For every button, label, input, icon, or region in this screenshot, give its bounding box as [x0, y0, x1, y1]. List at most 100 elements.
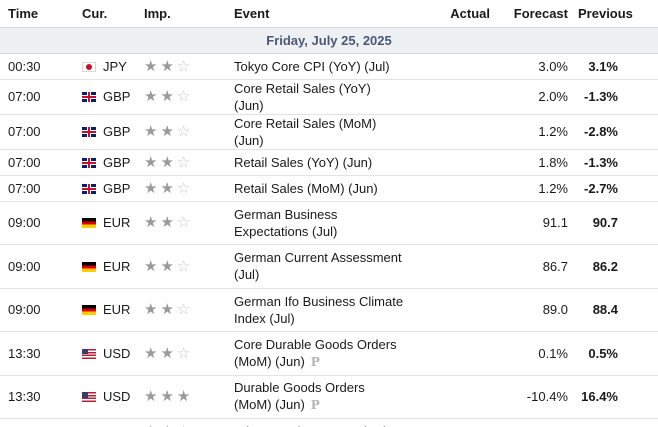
event-name-cell[interactable]: Retail Sales (MoM) (Jun): [224, 175, 408, 202]
event-time: 07:00: [0, 149, 70, 176]
column-header-event[interactable]: Event: [224, 0, 408, 28]
event-name[interactable]: Tokyo Core CPI (YoY) (Jul): [234, 58, 390, 74]
event-time: 13:30: [0, 375, 70, 419]
event-importance: ★★☆: [136, 175, 224, 202]
table-row[interactable]: 16:30 USD ★★ ☆ Atlanta Fed GDPNow (Q2) P 2.4%2…: [0, 418, 658, 427]
event-name-cell[interactable]: Tokyo Core CPI (YoY) (Jul): [224, 53, 408, 80]
event-currency-cell: USD: [70, 375, 136, 419]
star-filled-icon: ★: [144, 344, 158, 362]
event-name[interactable]: Core Durable Goods Orders (MoM) (Jun): [234, 336, 397, 369]
event-previous: 86.2: [578, 244, 658, 289]
star-empty-icon: ☆: [176, 123, 191, 140]
event-name[interactable]: German Business Expectations (Jul): [234, 206, 338, 239]
gb-flag-icon: [82, 183, 96, 194]
table-row[interactable]: 07:00 GBP ★ ★ ☆ Core Retail Sales (MoM) (Jun)…: [0, 114, 658, 150]
table-row[interactable]: 13:30 USD ★ ★ ☆ Core Durable Goods Orders (Mo…: [0, 331, 658, 376]
event-actual: [408, 79, 496, 115]
event-name-cell[interactable]: German Business Expectations (Jul): [224, 201, 408, 245]
star-filled-icon: ★: [144, 424, 157, 427]
event-previous: 3.1%: [578, 53, 658, 80]
event-forecast: 86.7: [496, 244, 578, 289]
event-name[interactable]: Retail Sales (YoY) (Jun): [234, 154, 373, 170]
event-name[interactable]: German Ifo Business Climate Index (Jul): [234, 293, 404, 326]
event-actual: [408, 418, 496, 427]
event-actual: [408, 201, 496, 245]
event-name-cell[interactable]: German Ifo Business Climate Index (Jul): [224, 288, 408, 332]
event-time: 09:00: [0, 201, 70, 245]
event-currency-cell: EUR: [70, 201, 136, 245]
us-flag-icon: [82, 348, 96, 359]
table-row[interactable]: 13:30 USD ★ ★ ★ Durable Goods Orders (MoM) (J…: [0, 375, 658, 419]
event-name-cell[interactable]: Core Retail Sales (MoM) (Jun): [224, 114, 408, 150]
preliminary-icon: P: [310, 354, 320, 369]
star-filled-icon: ★: [160, 301, 174, 319]
event-forecast: 2.4%: [496, 418, 578, 427]
event-actual: [408, 331, 496, 376]
event-currency: EUR: [103, 258, 131, 274]
table-row[interactable]: 07:00 GBP ★ ★ ☆ Core Retail Sales (YoY) (Jun)…: [0, 79, 658, 115]
table-row[interactable]: 09:00 EUR ★ ★ ☆ German Business Expectations …: [0, 201, 658, 245]
event-currency: USD: [103, 389, 131, 405]
star-filled-icon: ★: [160, 424, 173, 427]
event-time: 07:00: [0, 175, 70, 202]
column-header-time[interactable]: Time: [0, 0, 70, 28]
event-name[interactable]: Durable Goods Orders (MoM) (Jun): [234, 380, 365, 413]
event-actual: [408, 149, 496, 176]
event-importance: ★★☆: [136, 331, 224, 376]
us-flag-icon: [82, 392, 96, 403]
event-currency-cell: JPY: [70, 53, 136, 80]
event-previous: 0.5%: [578, 331, 658, 376]
star-filled-icon: ★: [160, 388, 174, 406]
de-flag-icon: [82, 305, 96, 316]
event-time: 07:00: [0, 114, 70, 150]
star-filled-icon: ★: [160, 344, 174, 362]
column-header-actual[interactable]: Actual: [408, 0, 496, 28]
event-name[interactable]: Core Retail Sales (MoM) (Jun): [234, 115, 377, 148]
event-currency-cell: EUR: [70, 288, 136, 332]
event-name[interactable]: Atlanta Fed GDPNow (Q2): [234, 424, 388, 427]
event-name[interactable]: German Current Assessment (Jul): [234, 250, 402, 283]
event-currency: GBP: [103, 89, 131, 104]
event-actual: [408, 114, 496, 150]
event-actual: [408, 175, 496, 202]
table-row[interactable]: 00:30 JPY ★ ★ ☆ Tokyo Core CPI (YoY) (Jul) 3.0…: [0, 53, 658, 80]
event-forecast: 1.2%: [496, 175, 578, 202]
gb-flag-icon: [82, 127, 96, 137]
event-previous: 90.7: [578, 201, 658, 245]
event-currency-cell: GBP: [70, 79, 136, 115]
event-previous: -1.3%: [578, 79, 658, 115]
event-currency: JPY: [103, 58, 127, 74]
event-name-cell[interactable]: Core Retail Sales (YoY) (Jun): [224, 79, 408, 115]
event-name-cell[interactable]: Core Durable Goods Orders (MoM) (Jun) P: [224, 331, 408, 376]
event-currency: GBP: [103, 180, 131, 196]
event-importance: ★★☆: [136, 149, 224, 176]
event-name[interactable]: Core Retail Sales (YoY) (Jun): [234, 80, 371, 113]
event-actual: [408, 375, 496, 419]
column-header-importance[interactable]: Imp.: [136, 0, 224, 28]
table-row[interactable]: 09:00 EUR ★ ★ ☆ German Current Assessment (Ju…: [0, 244, 658, 289]
event-currency-cell: EUR: [70, 244, 136, 289]
event-importance: ★★☆: [136, 53, 224, 80]
star-filled-icon: ★: [144, 257, 158, 275]
column-header-forecast[interactable]: Forecast: [496, 0, 578, 28]
column-header-previous[interactable]: Previous: [578, 0, 658, 28]
event-previous: -2.8%: [578, 114, 658, 150]
star-filled-icon: ★: [144, 153, 158, 171]
star-empty-icon: ☆: [176, 179, 191, 197]
event-currency: USD: [103, 424, 130, 427]
column-header-currency[interactable]: Cur.: [70, 0, 136, 28]
event-forecast: -10.4%: [496, 375, 578, 419]
event-forecast: 3.0%: [496, 53, 578, 80]
event-name-cell[interactable]: Atlanta Fed GDPNow (Q2) P: [224, 418, 408, 427]
table-row[interactable]: 07:00 GBP ★ ★ ☆ Retail Sales (YoY) (Jun) 1.8% -…: [0, 149, 658, 176]
table-row[interactable]: 09:00 EUR ★ ★ ☆ German Ifo Business Climate I…: [0, 288, 658, 332]
event-time: 00:30: [0, 53, 70, 80]
event-name-cell[interactable]: German Current Assessment (Jul): [224, 244, 408, 289]
star-filled-icon: ★: [160, 153, 174, 171]
event-time: 16:30: [0, 418, 70, 427]
event-name[interactable]: Retail Sales (MoM) (Jun): [234, 180, 378, 196]
event-time: 07:00: [0, 79, 70, 115]
event-name-cell[interactable]: Durable Goods Orders (MoM) (Jun) P: [224, 375, 408, 419]
table-row[interactable]: 07:00 GBP ★ ★ ☆ Retail Sales (MoM) (Jun) 1.2% -…: [0, 175, 658, 202]
event-name-cell[interactable]: Retail Sales (YoY) (Jun): [224, 149, 408, 176]
